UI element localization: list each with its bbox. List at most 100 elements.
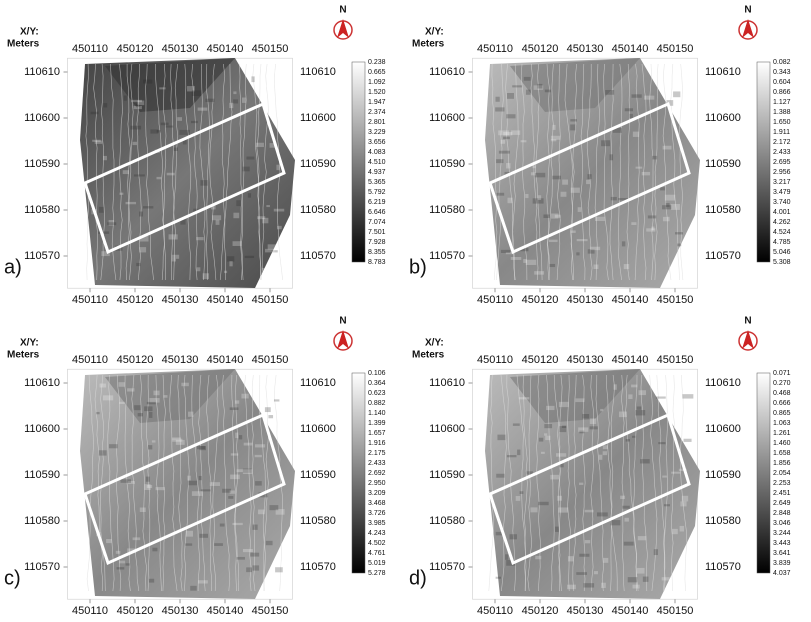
texture-cell xyxy=(192,90,201,96)
texture-cell xyxy=(116,551,121,554)
texture-cell xyxy=(658,442,665,444)
texture-cell xyxy=(92,140,101,142)
texture-cell xyxy=(544,424,552,428)
colorbar-label: 2.692 xyxy=(368,470,386,477)
texture-cell xyxy=(633,585,640,589)
colorbar-label: 2.848 xyxy=(773,510,791,517)
texture-cell xyxy=(671,472,680,474)
texture-cell xyxy=(662,205,671,209)
texture-cell xyxy=(172,255,179,259)
colorbar-label: 2.695 xyxy=(773,159,791,166)
texture-cell xyxy=(233,213,239,219)
y-tick-label-right: 110610 xyxy=(300,66,336,78)
colorbar-label: 4.761 xyxy=(368,550,386,557)
texture-cell xyxy=(230,407,239,410)
texture-cell xyxy=(124,95,127,100)
texture-cell xyxy=(512,85,522,87)
texture-cell xyxy=(103,395,113,400)
texture-cell xyxy=(137,101,144,106)
texture-cell xyxy=(103,103,107,107)
colorbar-label: 1.092 xyxy=(368,79,386,86)
colorbar-label: 1.261 xyxy=(773,430,791,437)
x-tick-label-bottom: 450140 xyxy=(612,294,649,306)
texture-cell xyxy=(136,263,140,266)
colorbar-label: 3.479 xyxy=(773,189,791,196)
texture-cell xyxy=(229,103,233,108)
texture-cell xyxy=(619,412,627,418)
colorbar-label: 0.665 xyxy=(368,69,386,76)
texture-cell xyxy=(584,510,593,513)
texture-cell xyxy=(543,214,549,218)
x-tick-label-bottom: 450120 xyxy=(522,605,559,617)
texture-cell xyxy=(134,174,145,176)
texture-cell xyxy=(192,491,203,496)
panel-label: d) xyxy=(409,567,427,589)
colorbar-label: 4.083 xyxy=(368,149,386,156)
colorbar-label: 0.106 xyxy=(368,370,386,377)
x-tick-label-top: 450140 xyxy=(612,354,649,366)
texture-cell xyxy=(266,541,273,545)
colorbar-label: 1.127 xyxy=(773,99,791,106)
texture-cell xyxy=(519,397,530,399)
texture-cell xyxy=(134,405,141,410)
x-tick-label-bottom: 450110 xyxy=(477,605,513,617)
map-panel: 4501104501104501204501204501304501304501… xyxy=(409,5,791,306)
texture-cell xyxy=(255,444,265,447)
texture-cell xyxy=(99,450,107,455)
colorbar-label: 1.916 xyxy=(368,440,386,447)
colorbar-label: 4.502 xyxy=(368,540,386,547)
x-tick-label-top: 450130 xyxy=(567,43,604,55)
colorbar-label: 3.209 xyxy=(368,490,386,497)
x-tick-label-top: 450110 xyxy=(72,43,108,55)
unit-label: Meters xyxy=(412,39,445,50)
texture-cell xyxy=(624,264,629,269)
texture-cell xyxy=(570,119,577,121)
colorbar-label: 1.063 xyxy=(773,420,791,427)
colorbar-label: 4.524 xyxy=(773,229,791,236)
colorbar-label: 6.219 xyxy=(368,199,386,206)
texture-cell xyxy=(161,123,169,126)
x-tick-label-top: 450130 xyxy=(567,354,604,366)
colorbar-label: 1.399 xyxy=(368,420,386,427)
colorbar-label: 5.308 xyxy=(773,259,791,266)
colorbar-label: 2.451 xyxy=(773,490,791,497)
texture-cell xyxy=(103,156,107,160)
texture-cell xyxy=(671,204,680,210)
texture-cell xyxy=(538,195,541,200)
texture-cell xyxy=(664,504,670,506)
colorbar-label: 6.646 xyxy=(368,209,386,216)
colorbar-label: 4.937 xyxy=(368,169,386,176)
texture-cell xyxy=(538,502,548,505)
texture-cell xyxy=(583,583,594,587)
colorbar-label: 0.468 xyxy=(773,390,791,397)
y-tick-label-right: 110580 xyxy=(705,204,741,216)
texture-cell xyxy=(656,396,666,398)
colorbar-label: 3.656 xyxy=(368,139,386,146)
y-tick-label-left: 110610 xyxy=(429,377,465,389)
texture-cell xyxy=(550,475,559,480)
texture-cell xyxy=(541,452,545,454)
y-tick-label-right: 110580 xyxy=(300,204,336,216)
texture-cell xyxy=(139,212,143,217)
texture-cell xyxy=(276,165,279,170)
y-tick-label-left: 110600 xyxy=(24,112,60,124)
texture-cell xyxy=(235,400,239,403)
texture-cell xyxy=(640,459,650,463)
texture-cell xyxy=(534,271,544,275)
texture-cell xyxy=(530,507,537,512)
colorbar-label: 8.783 xyxy=(368,259,386,266)
texture-cell xyxy=(120,193,124,195)
colorbar-label: 8.355 xyxy=(368,249,386,256)
y-tick-label-left: 110580 xyxy=(429,204,465,216)
colorbar xyxy=(352,373,365,573)
texture-cell xyxy=(275,567,283,572)
y-tick-label-right: 110580 xyxy=(300,515,336,527)
texture-cell xyxy=(91,112,99,114)
texture-cell xyxy=(266,205,270,207)
texture-cell xyxy=(245,256,254,258)
texture-cell xyxy=(118,382,125,387)
texture-cell xyxy=(144,406,152,411)
texture-cell xyxy=(147,402,156,404)
texture-cell xyxy=(496,474,504,478)
texture-cell xyxy=(535,173,546,178)
